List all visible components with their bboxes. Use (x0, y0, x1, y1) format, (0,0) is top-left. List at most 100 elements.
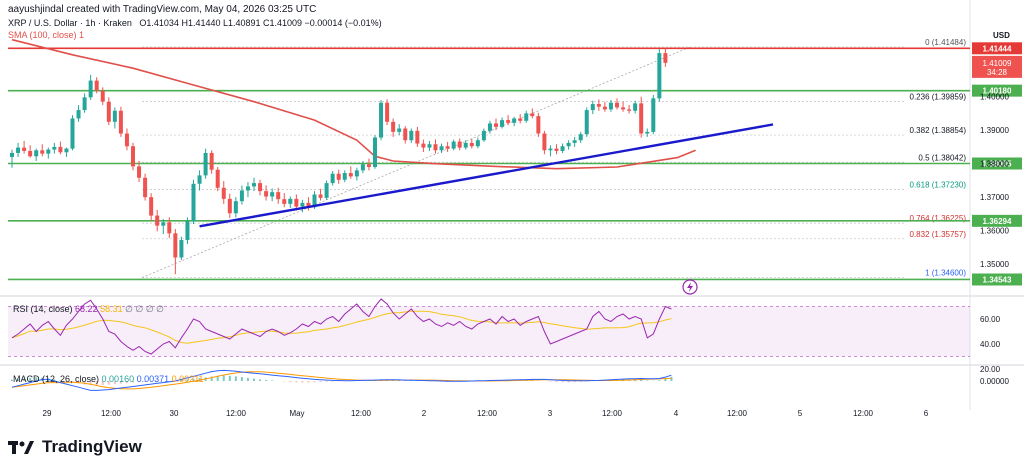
candle-body (409, 130, 414, 141)
candle-body (512, 118, 517, 123)
candle-body (651, 98, 656, 132)
time-tick-label: 12:00 (351, 409, 372, 418)
candle-body (52, 146, 57, 150)
time-tick-label: 30 (170, 409, 179, 418)
candle-body (94, 80, 99, 91)
candle-body (288, 198, 293, 204)
candle-body (197, 175, 202, 184)
candle-body (118, 110, 123, 134)
horizontal-levels[interactable]: 1.41444 1.40180 1.38005 1.36294 1.34543 1.410… (8, 42, 1022, 286)
fibonacci-retracement[interactable]: 0 (1.41484) 0.236 (1.39859) 0.382 (1.38854… (141, 38, 967, 278)
level-price-tag (972, 42, 1022, 55)
candle-body (615, 102, 619, 108)
time-tick-label: 12:00 (226, 409, 247, 418)
candle-body (506, 120, 511, 123)
bar-countdown: 34:28 (987, 68, 1008, 77)
price-tick-label: 1.39000 (980, 126, 1009, 135)
candle-body (566, 142, 571, 147)
candle-body (258, 183, 263, 192)
candle-body (608, 102, 613, 110)
candle-body (22, 147, 27, 151)
price-tick-label: 1.37000 (980, 193, 1009, 202)
macd-hist-value: 0.00160 (101, 374, 135, 384)
fib-level-label: 1 (1.34600) (925, 269, 966, 278)
rsi-tick-label: 60.00 (980, 315, 1001, 324)
candle-body (415, 130, 420, 144)
macd-pane (11, 369, 673, 391)
rsi-tick-label: 40.00 (980, 340, 1001, 349)
candle-body (16, 147, 21, 153)
symbol-label[interactable]: XRP / U.S. Dollar · 1h · Kraken (8, 18, 132, 28)
tradingview-brand[interactable]: TradingView (8, 437, 142, 457)
chart-header: aayushjindal created with TradingView.co… (8, 4, 382, 40)
candle-body (433, 144, 438, 151)
candle-body (155, 215, 160, 226)
price-tick-label: 1.38000 (980, 160, 1009, 169)
time-tick-label: 4 (674, 409, 679, 418)
trend-line[interactable] (199, 123, 774, 295)
candle-body (451, 141, 456, 149)
fib-level-label: 0.382 (1.38854) (910, 126, 967, 135)
candle-body (88, 80, 93, 98)
candle-body (560, 146, 565, 151)
candle-body (294, 198, 299, 207)
candle-body (590, 104, 595, 111)
candle-body (215, 169, 220, 188)
candle-body (494, 123, 498, 127)
current-price-tag (972, 55, 1022, 78)
candle-body (584, 110, 589, 135)
macd-signal-value: 0.00211 (171, 374, 204, 384)
macd-line-path (11, 369, 672, 391)
candle-body (578, 134, 583, 141)
candle-body (602, 106, 607, 110)
ohlc-values: O1.41034 H1.41440 L1.40891 C1.41009 −0.0… (139, 18, 382, 28)
candle-body (548, 148, 553, 151)
candle-body (252, 183, 256, 187)
candle-body (391, 121, 396, 132)
candle-body (34, 150, 39, 157)
candle-body (239, 190, 244, 202)
level-price-tag-label: 1.34543 (983, 275, 1012, 284)
rsi-legend[interactable]: RSI (14, close) 68.22 58.31 ∅ ∅ ∅ ∅ (13, 304, 164, 315)
candle-body (46, 149, 51, 154)
attribution-text: aayushjindal created with TradingView.co… (8, 4, 317, 15)
macd-tick-label: 0.00000 (980, 377, 1009, 386)
fib-level-label: 0.764 (1.36225) (910, 214, 967, 223)
candle-body (82, 97, 87, 111)
candle-body (324, 183, 329, 198)
rsi-ma-value: 58.31 (100, 304, 123, 314)
macd-legend[interactable]: MACD (12, 26, close) 0.00160 0.00371 0.0… (13, 374, 204, 384)
candle-body (354, 170, 359, 177)
candle-body (439, 146, 444, 151)
time-tick-label: 12:00 (477, 409, 498, 418)
candle-body (445, 146, 450, 149)
brand-name: TradingView (42, 437, 142, 456)
candle-body (318, 194, 323, 198)
candle-body (621, 107, 626, 110)
candle-body (312, 194, 317, 208)
level-price-tag (972, 214, 1022, 227)
candle-body (179, 240, 184, 258)
candle-body (276, 192, 281, 200)
candle-body (173, 233, 178, 258)
candle-body (524, 113, 529, 121)
fib-level-label: 0.236 (1.39859) (910, 92, 967, 101)
candle-body (191, 183, 196, 222)
rsi-band (8, 306, 970, 357)
candlestick-series (10, 48, 668, 275)
rsi-extra: ∅ ∅ ∅ ∅ (125, 304, 165, 314)
sma-legend[interactable]: SMA (100, close) 1 (8, 30, 85, 40)
candle-body (627, 109, 632, 111)
candle-body (112, 110, 117, 122)
time-tick-label: 2 (422, 409, 427, 418)
candle-body (124, 133, 129, 147)
candle-body (373, 137, 377, 168)
candle-body (360, 164, 365, 171)
rsi-path (11, 298, 672, 355)
candle-body (64, 148, 69, 153)
tradingview-logo-icon (8, 441, 34, 454)
rsi-label: RSI (14, close) (13, 304, 73, 314)
candle-body (336, 173, 341, 180)
candle-body (282, 199, 287, 204)
